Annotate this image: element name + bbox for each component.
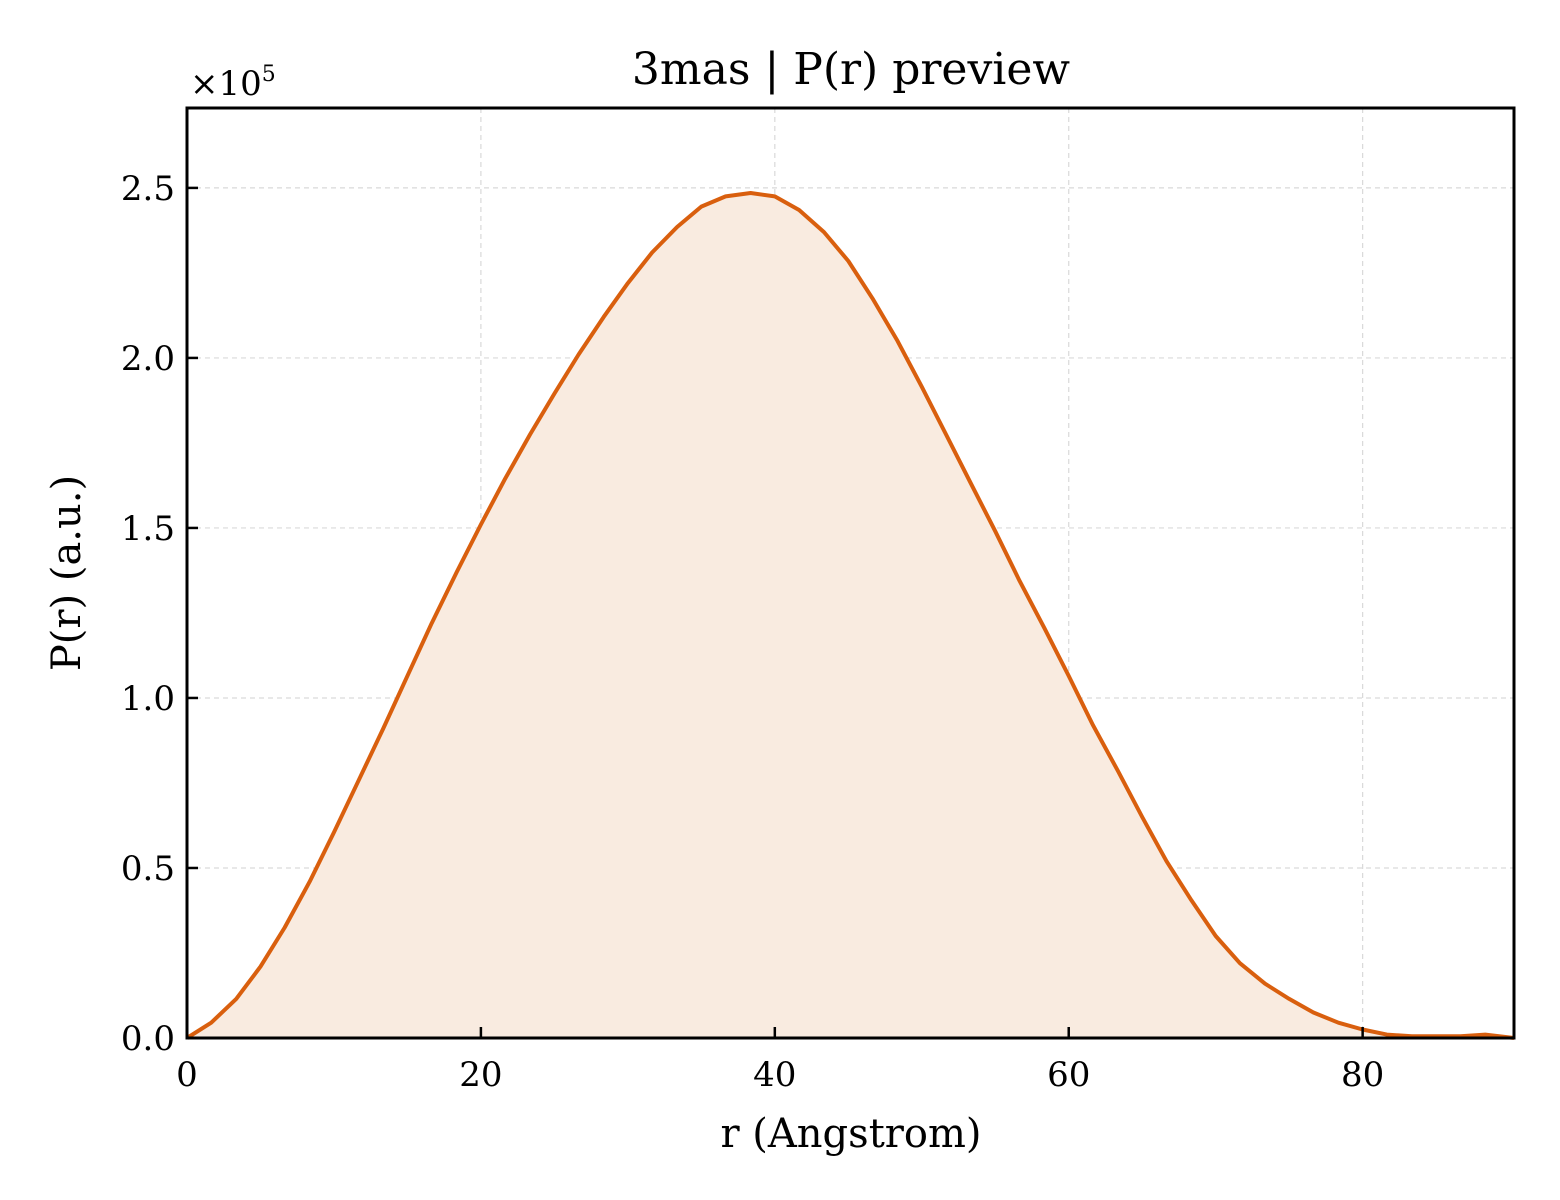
y-tick-label: 2.5 — [121, 169, 175, 209]
plot-frame — [185, 106, 1516, 1040]
y-offset-label: ×105 — [190, 62, 276, 104]
y-tick-label: 0.5 — [121, 849, 175, 889]
x-tick-label: 20 — [459, 1055, 502, 1095]
ticks-layer: 0 20 40 60 80 0.0 0.5 1.0 1.5 2.0 2.5 — [121, 169, 1384, 1095]
x-tick-label: 40 — [753, 1055, 796, 1095]
x-tick-label: 60 — [1047, 1055, 1090, 1095]
y-tick-label: 1.5 — [121, 509, 175, 549]
y-offset-exponent: 5 — [262, 62, 276, 87]
pr-area-fill — [187, 193, 1514, 1038]
pr-series-line — [185, 191, 1515, 1040]
y-axis-label: P(r) (a.u.) — [44, 475, 90, 671]
chart-title: 3mas | P(r) preview — [632, 44, 1070, 95]
x-axis-label: r (Angstrom) — [720, 1111, 981, 1157]
x-tick-label: 80 — [1341, 1055, 1384, 1095]
y-tick-label: 1.0 — [121, 679, 175, 719]
y-offset-base: ×10 — [190, 64, 262, 104]
x-tick-label: 0 — [176, 1055, 198, 1095]
y-tick-label: 2.0 — [121, 339, 175, 379]
y-tick-label: 0.0 — [121, 1019, 175, 1059]
